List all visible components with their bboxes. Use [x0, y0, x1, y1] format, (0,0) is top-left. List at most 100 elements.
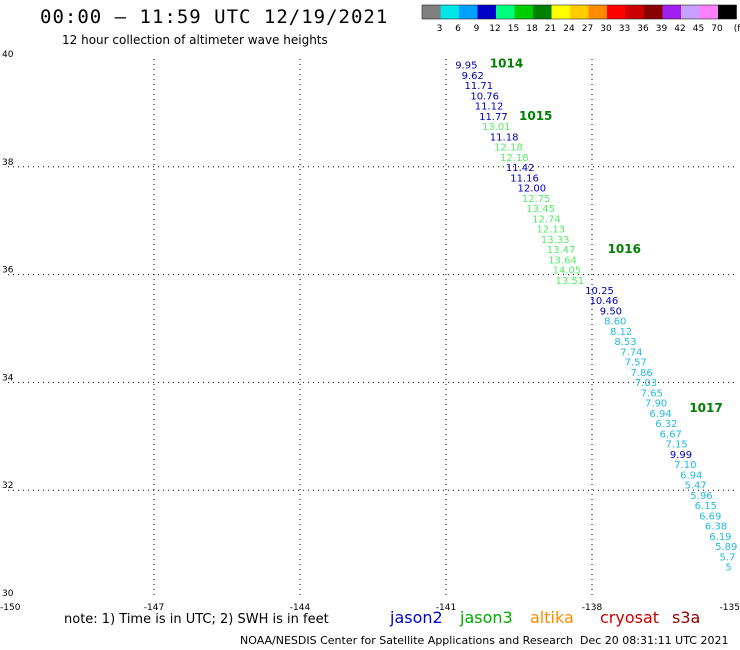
data-label: 11.16	[510, 173, 539, 184]
data-label: 5.7	[720, 552, 736, 563]
scale-swatch	[422, 5, 441, 19]
page-title: 00:00 – 11:59 UTC 12/19/2021	[40, 6, 389, 28]
scale-label: 3	[437, 24, 443, 34]
data-label: 7.10	[674, 460, 696, 471]
scale-swatch	[551, 5, 570, 19]
data-label: 6.38	[705, 522, 727, 533]
data-label: 6.94	[649, 409, 671, 420]
scale-swatch	[533, 5, 552, 19]
data-label: 14.05	[553, 266, 582, 277]
scale-label: 70	[711, 24, 723, 34]
scale-swatch	[644, 5, 663, 19]
scale-label: 39	[656, 24, 668, 34]
scale-swatch	[440, 5, 459, 19]
data-label: 9.62	[462, 71, 484, 82]
hour-label: 1014	[490, 57, 523, 71]
scale-label: 33	[619, 24, 630, 34]
footer-credit: NOAA/NESDIS Center for Satellite Applica…	[240, 634, 574, 647]
scale-label: 42	[674, 24, 685, 34]
data-label: 12.00	[518, 184, 547, 195]
footer-note: note: 1) Time is in UTC; 2) SWH is in fe…	[64, 612, 329, 627]
y-tick-label: 34	[2, 373, 14, 383]
data-label: 13.47	[547, 245, 576, 256]
x-tick-label: -150	[0, 603, 21, 613]
y-tick-label: 32	[2, 481, 13, 491]
y-tick-label: 36	[2, 266, 14, 276]
scale-label: 45	[693, 24, 704, 34]
data-label: 7.90	[645, 399, 667, 410]
data-label: 11.77	[479, 112, 508, 123]
scale-swatch	[514, 5, 533, 19]
data-label: 6.67	[660, 429, 682, 440]
scale-label: 12	[489, 24, 500, 34]
data-label: 12.74	[532, 214, 561, 225]
data-label: 9.99	[670, 450, 692, 461]
scale-label: 18	[526, 24, 538, 34]
legend-altika: altika	[530, 608, 574, 627]
data-label: 8.60	[604, 317, 626, 328]
data-label: 13.64	[548, 255, 577, 266]
data-label: 6.15	[695, 501, 717, 512]
scale-swatch	[699, 5, 718, 19]
y-tick-label: 30	[2, 589, 14, 599]
scale-frame	[421, 4, 737, 20]
data-label: 12.18	[500, 153, 529, 164]
hour-label: 1015	[519, 109, 552, 123]
data-label: 11.71	[464, 81, 493, 92]
data-label: 7.86	[630, 368, 652, 379]
scale-swatch	[718, 5, 737, 19]
scale-label: 6	[455, 24, 461, 34]
data-label: 13.33	[541, 235, 570, 246]
footer-timestamp: Dec 20 08:31:11 UTC 2021	[580, 634, 729, 647]
scale-label: 30	[600, 24, 612, 34]
scale-swatch	[588, 5, 607, 19]
data-label: 6.19	[709, 532, 731, 543]
scale-label: 9	[474, 24, 480, 34]
x-tick-label: -135	[720, 603, 740, 613]
hour-label: 1016	[608, 242, 641, 256]
scale-swatch	[681, 5, 700, 19]
x-tick-label: -144	[290, 603, 311, 613]
scale-label: 36	[637, 24, 649, 34]
scale-swatch	[570, 5, 589, 19]
data-label: 5.89	[715, 542, 737, 553]
data-label: 10.25	[585, 286, 614, 297]
data-label: 13.01	[482, 122, 511, 133]
scale-swatch	[607, 5, 626, 19]
data-label: 6.32	[655, 419, 677, 430]
y-tick-label: 40	[2, 50, 14, 60]
legend-jason3: jason3	[460, 608, 513, 627]
data-label: 13.45	[526, 204, 555, 215]
data-label: 5.96	[690, 491, 712, 502]
data-label: 7.57	[625, 358, 647, 369]
scale-unit: (ft)	[734, 24, 740, 34]
data-label: 12.18	[494, 143, 523, 154]
data-label: 6.69	[699, 511, 721, 522]
scale-swatch	[496, 5, 515, 19]
scale-swatch	[625, 5, 644, 19]
data-label: 9.50	[600, 306, 622, 317]
data-label: 10.46	[590, 296, 619, 307]
legend-s3a: s3a	[672, 608, 701, 627]
data-label: 8.53	[614, 337, 636, 348]
scale-swatch	[662, 5, 681, 19]
data-label: 5.47	[684, 481, 706, 492]
data-label: 13.51	[556, 276, 585, 287]
x-tick-label: -138	[582, 603, 603, 613]
data-label: 12.13	[537, 225, 566, 236]
x-tick-label: -147	[144, 603, 164, 613]
scale-label: 21	[545, 24, 556, 34]
data-label: 8.12	[610, 327, 632, 338]
scale-swatch	[459, 5, 478, 19]
data-label: 9.95	[455, 61, 477, 72]
data-label: 11.42	[506, 163, 535, 174]
wave-height-chart: -150 -147 -144 -141 -138 -135 30 32 34 36 38 40 9.95…	[0, 50, 740, 613]
x-tick-label: -141	[436, 603, 456, 613]
data-label: 5	[725, 563, 731, 574]
data-label: 7.03	[635, 378, 657, 389]
y-tick-label: 38	[2, 158, 14, 168]
data-label: 7.74	[620, 347, 642, 358]
data-label: 7.65	[641, 388, 663, 399]
scale-label: 15	[508, 24, 519, 34]
